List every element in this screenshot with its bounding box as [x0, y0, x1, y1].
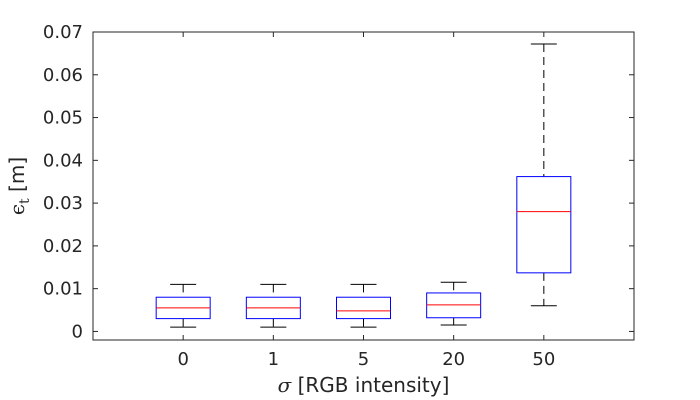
x-axis-label-symbol: σ [278, 373, 293, 397]
box-1 [245, 283, 301, 328]
x-tick-label: 50 [532, 349, 555, 370]
y-ticks: 0 0.01 0.02 0.03 0.04 0.05 0.06 0.07 [43, 22, 634, 342]
x-axis-label-text: [RGB intensity] [291, 373, 449, 397]
plot-frame [92, 31, 635, 341]
box-iqr [516, 176, 572, 274]
y-tick-label: 0.06 [43, 65, 83, 86]
y-axis-label-unit: [m] [5, 157, 29, 198]
box-50 [516, 43, 572, 307]
x-axis-label: σ [RGB intensity] [278, 373, 450, 397]
y-tick-label: 0 [72, 321, 83, 342]
x-tick-label: 5 [358, 349, 369, 370]
y-tick-label: 0.07 [43, 22, 83, 43]
box-5 [336, 283, 391, 328]
box-20 [426, 281, 482, 326]
y-tick-label: 0.01 [43, 279, 83, 300]
y-axis-label: ϵt [m] [5, 157, 33, 215]
y-axis-label-symbol: ϵ [5, 204, 29, 215]
y-axis-label-subscript: t [17, 198, 33, 204]
x-tick-label: 0 [177, 349, 188, 370]
y-tick-label: 0.04 [43, 150, 83, 171]
x-tick-label: 1 [268, 349, 279, 370]
y-tick-label: 0.02 [43, 236, 83, 257]
box-iqr [336, 296, 391, 320]
x-tick-label: 20 [442, 349, 465, 370]
y-tick-label: 0.03 [43, 193, 83, 214]
box-0 [155, 283, 211, 328]
x-ticks: 0 1 5 20 50 [177, 32, 555, 370]
boxes-layer [155, 43, 572, 328]
y-tick-label: 0.05 [43, 108, 83, 129]
